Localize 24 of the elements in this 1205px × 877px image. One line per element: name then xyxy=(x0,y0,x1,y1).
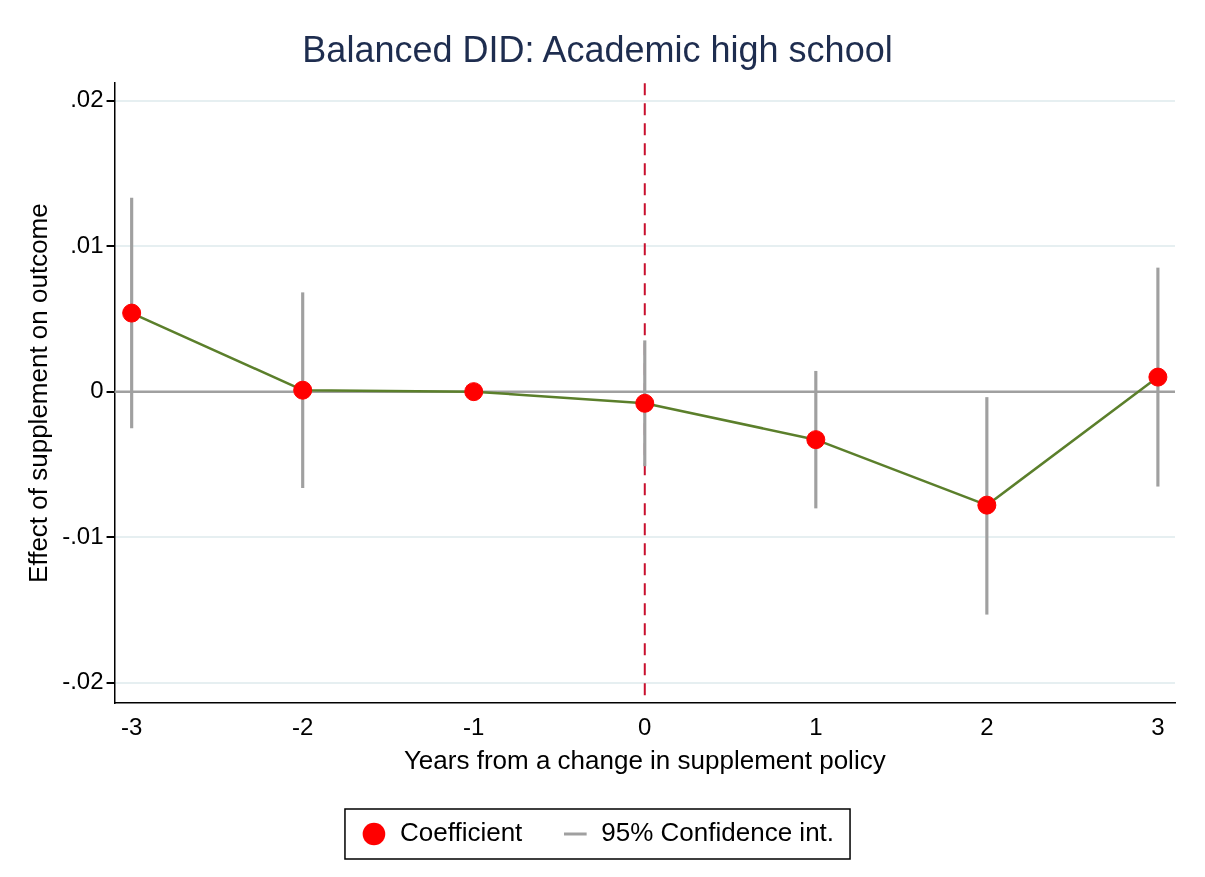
point xyxy=(464,382,484,402)
x-tick-label: 2 xyxy=(980,713,994,741)
point xyxy=(977,495,997,515)
point xyxy=(293,380,313,400)
y-tick-label: .01 xyxy=(70,230,104,258)
point xyxy=(635,393,655,413)
x-tick-label: 3 xyxy=(1151,713,1165,741)
chart-title: Balanced DID: Academic high school xyxy=(302,28,893,70)
x-tick-label: -3 xyxy=(120,713,143,741)
x-tick-label: 1 xyxy=(809,713,823,741)
y-tick-label: -.02 xyxy=(62,667,104,695)
legend-label: Coefficient xyxy=(399,817,524,848)
point xyxy=(1148,367,1168,387)
y-tick-label: .02 xyxy=(70,85,104,113)
x-axis-title: Years from a change in supplement policy xyxy=(403,744,886,775)
x-tick-label: 0 xyxy=(638,713,652,741)
legend-label: 95% Confidence int. xyxy=(601,817,835,848)
y-tick-label: 0 xyxy=(90,376,104,404)
point xyxy=(806,430,826,450)
x-tick-label: -1 xyxy=(463,713,485,741)
point xyxy=(122,303,142,323)
x-tick-label: -2 xyxy=(292,713,314,741)
y-tick-label: -.01 xyxy=(62,521,104,549)
y-axis-title: Effect of supplement on outcome xyxy=(22,203,53,583)
